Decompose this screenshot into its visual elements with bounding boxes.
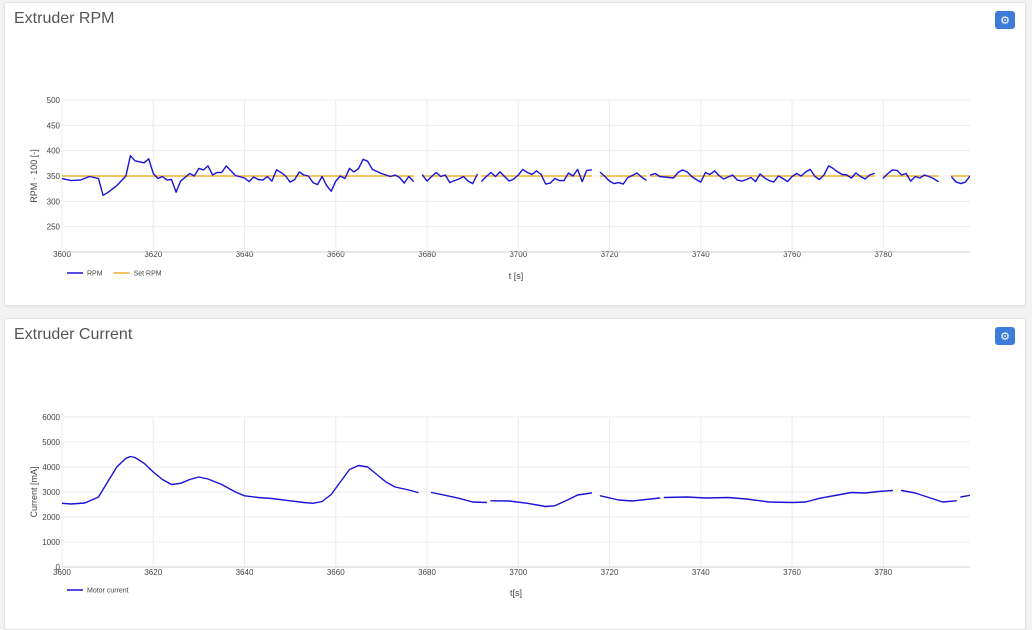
x-axis-label: t[s]	[510, 588, 522, 598]
legend-label: Motor current	[87, 588, 129, 595]
y-tick-label: 1000	[42, 538, 60, 547]
legend-label: Set RPM	[134, 271, 162, 278]
y-tick-label: 350	[47, 172, 61, 181]
series-line-segment	[599, 495, 661, 502]
panel-extruder-rpm: 250 300 350 400 450 500 3600 3620 3640 3660 3680 37…	[4, 2, 1026, 306]
gear-icon: ⚙	[1000, 330, 1010, 343]
x-tick-label: 3700	[509, 250, 527, 259]
legend-label: RPM	[87, 271, 103, 278]
y-tick-label: 2000	[42, 513, 60, 522]
y-tick-label: 5000	[42, 438, 60, 447]
panel-extruder-current: 0 1000 2000 3000 4000 5000 6000 3600 3620 3640 366…	[4, 318, 1026, 630]
y-tick-label: 4000	[42, 463, 60, 472]
x-tick-label: 3720	[601, 250, 619, 259]
x-tick-label: 3660	[327, 250, 345, 259]
gear-icon: ⚙	[1000, 14, 1010, 27]
y-tick-label: 300	[47, 197, 61, 206]
x-tick-label: 3680	[418, 250, 436, 259]
panel-title: Extruder Current	[14, 326, 133, 343]
x-tick-label: 3740	[692, 568, 710, 577]
series-line-segment	[900, 489, 957, 503]
x-tick-label: 3620	[144, 250, 162, 259]
x-tick-label: 3640	[236, 250, 254, 259]
y-tick-label: 400	[47, 147, 61, 156]
y-tick-label: 250	[47, 223, 61, 232]
y-tick-label: 450	[47, 121, 61, 130]
series-line-segment	[960, 494, 970, 498]
series-line-segment	[62, 455, 419, 505]
x-tick-label: 3760	[783, 568, 801, 577]
y-tick-label: 6000	[42, 413, 60, 422]
y-tick-label: 3000	[42, 488, 60, 497]
series-rpm	[62, 154, 970, 197]
panel-title: Extruder RPM	[14, 10, 115, 27]
series-line-segment	[649, 165, 875, 183]
series-line-segment	[421, 171, 478, 185]
x-tick-label: 3700	[509, 568, 527, 577]
y-tick-label: 0	[56, 563, 61, 572]
series-line-segment	[882, 169, 939, 183]
x-axis-label: t [s]	[509, 271, 524, 281]
legend-item: Motor current	[67, 588, 129, 595]
series-line-segment	[663, 489, 894, 504]
series-motor-current	[62, 455, 970, 508]
series-line-segment	[481, 168, 592, 185]
chart-0: 250 300 350 400 450 500 3600 3620 3640 3660 3680 37…	[29, 96, 970, 281]
x-tick-label: 3620	[144, 568, 162, 577]
x-tick-label: 3780	[874, 568, 892, 577]
x-tick-label: 3600	[53, 568, 71, 577]
y-axis-label: RPM · 100 [-]	[29, 149, 39, 203]
x-tick-label: 3680	[418, 568, 436, 577]
series-line-segment	[599, 171, 647, 185]
settings-button[interactable]: ⚙	[995, 11, 1015, 29]
series-line-segment	[951, 175, 970, 185]
x-tick-label: 3740	[692, 250, 710, 259]
y-axis-label: Current [mA]	[29, 466, 39, 517]
settings-button[interactable]: ⚙	[995, 327, 1015, 345]
x-tick-label: 3640	[236, 568, 254, 577]
y-tick-label: 500	[47, 96, 61, 105]
x-tick-label: 3600	[53, 250, 71, 259]
series-line-segment	[430, 491, 487, 504]
x-tick-label: 3720	[601, 568, 619, 577]
series-line-segment	[62, 154, 414, 197]
x-tick-label: 3780	[874, 250, 892, 259]
legend-item: Set RPM	[113, 271, 162, 278]
chart-1: 0 1000 2000 3000 4000 5000 6000 3600 3620 3640 366…	[29, 413, 970, 598]
series-line-segment	[490, 492, 592, 508]
x-tick-label: 3760	[783, 250, 801, 259]
x-tick-label: 3660	[327, 568, 345, 577]
legend-item: RPM	[67, 271, 103, 278]
